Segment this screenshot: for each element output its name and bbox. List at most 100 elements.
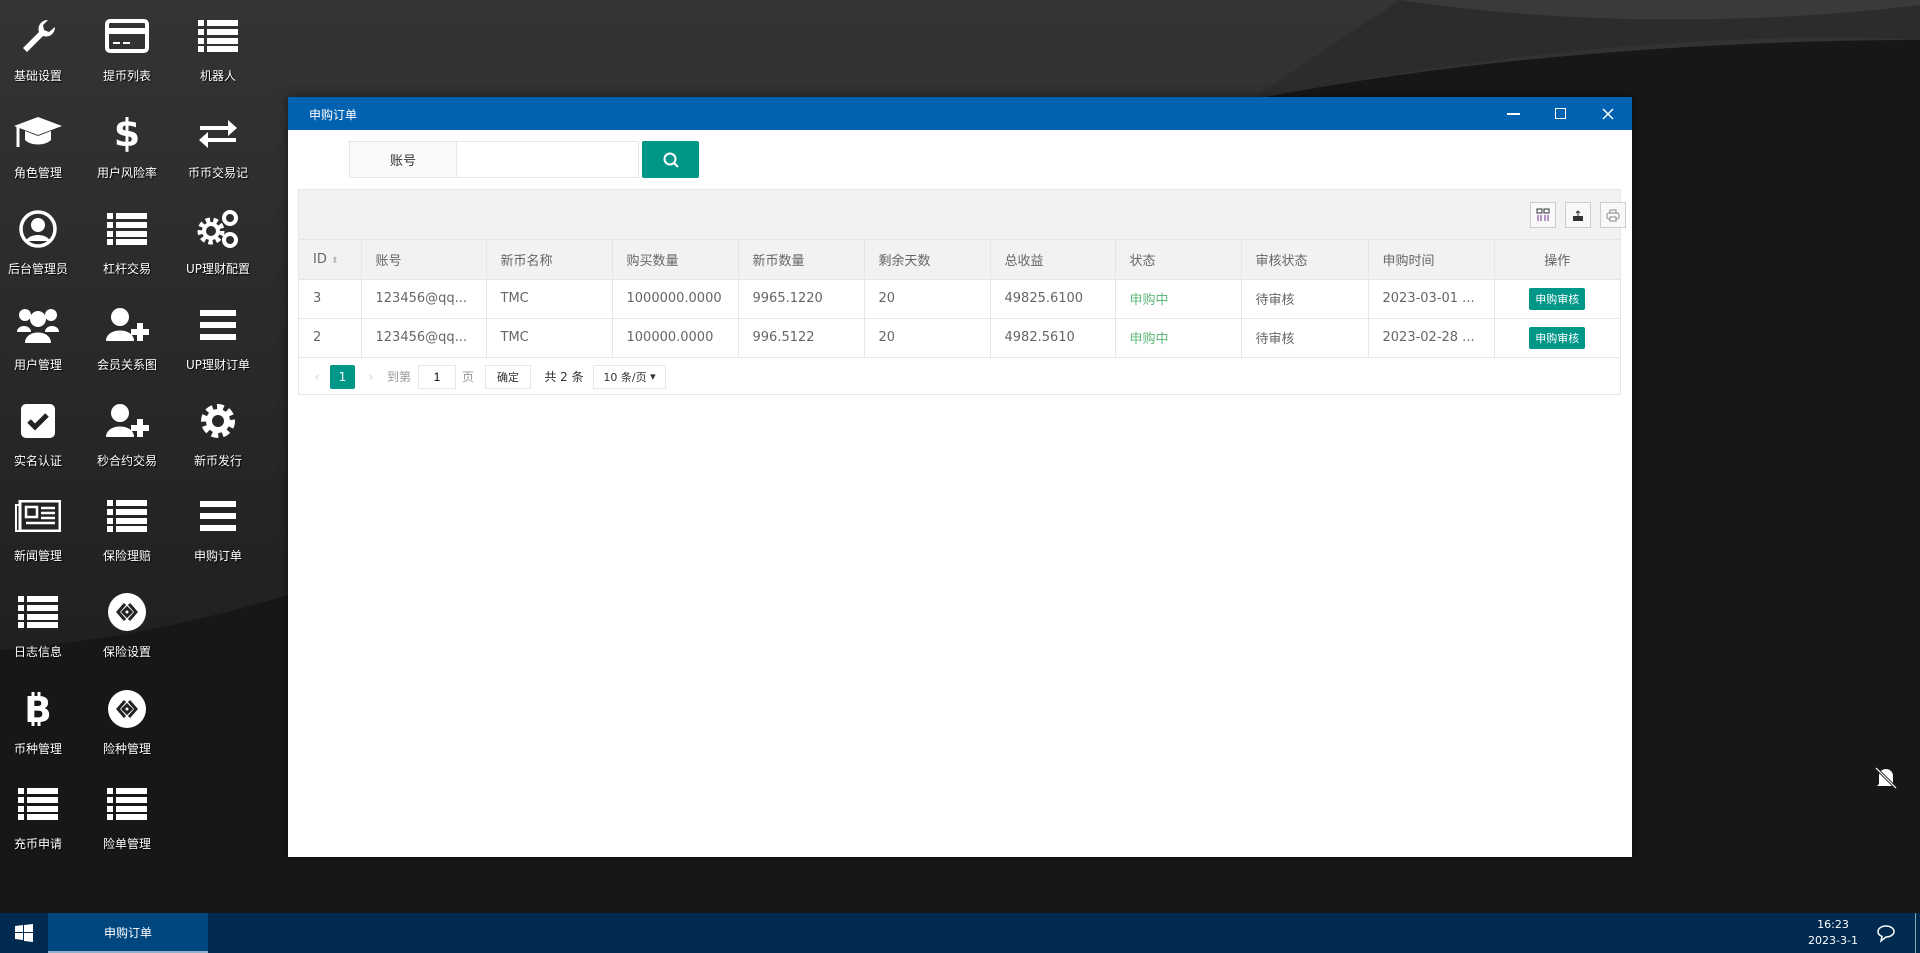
desktop-icon-3[interactable]: 角色管理 — [0, 108, 83, 204]
cell-text: 2 — [313, 330, 322, 345]
cell-text: 4982.5610 — [1004, 330, 1075, 345]
chat-bubble-icon — [1877, 925, 1895, 943]
start-button[interactable] — [0, 913, 48, 953]
desktop-icon-1[interactable]: 提币列表 — [82, 11, 172, 107]
desktop-icon-label: 实名认证 — [13, 454, 62, 468]
graduation-cap-icon — [0, 108, 83, 158]
confirm-page-button[interactable]: 确定 — [485, 364, 531, 389]
desktop-icon-label: 机器人 — [199, 69, 236, 83]
desktop-icon-12[interactable]: 实名认证 — [0, 396, 83, 492]
table-cell: TMC — [486, 279, 613, 319]
next-page-button[interactable]: › — [368, 369, 374, 384]
page-1-button[interactable]: 1 — [330, 364, 355, 389]
windows-icon — [15, 924, 33, 942]
desktop-icon-label: 新币发行 — [193, 454, 242, 468]
bitcoin-icon: B — [0, 684, 83, 734]
desktop-icon-10[interactable]: 会员关系图 — [82, 300, 172, 396]
column-header-label: 购买数量 — [626, 253, 679, 269]
columns-icon — [1536, 208, 1550, 221]
desktop-icon-7[interactable]: 杠杆交易 — [82, 204, 172, 300]
table-cell: 20 — [864, 279, 991, 319]
pagination: ‹ 1 › 到第 页 确定 共 2 条 10 条/页 ▾ — [299, 358, 1620, 396]
desktop-icon-18[interactable]: 日志信息 — [0, 587, 83, 683]
desktop-icon-9[interactable]: 用户管理 — [0, 300, 83, 396]
table-cell: 申购中 — [1115, 318, 1242, 358]
list-icon — [82, 491, 172, 541]
desktop-icon-4[interactable]: $ 用户风险率 — [82, 108, 172, 204]
column-header-label: 申购时间 — [1382, 253, 1435, 269]
desktop-icon-label: 保险理赔 — [102, 549, 151, 563]
subscription-review-button[interactable]: 申购审核 — [1529, 287, 1586, 310]
subscription-review-button[interactable]: 申购审核 — [1529, 326, 1586, 349]
column-header-label: 操作 — [1544, 253, 1571, 269]
desktop-icon-label: 申购订单 — [193, 549, 242, 563]
gear-icon — [173, 396, 263, 446]
table-cell: 申购审核 — [1494, 318, 1620, 358]
clock[interactable]: 16:23 2023-3-1 — [1800, 917, 1866, 949]
desktop-icon-label: 险种管理 — [102, 742, 151, 756]
desktop-icon-20[interactable]: B 币种管理 — [0, 684, 83, 780]
account-search-input[interactable] — [457, 141, 639, 178]
close-button[interactable] — [1588, 97, 1628, 130]
orders-table: ID ⬍ 账号 新币名称 购买数量 新币数量 剩余天数 总收益 状态 审核状态 申购时间 操作 3 1… — [298, 189, 1626, 396]
user-plus-icon — [82, 300, 172, 350]
clock-date: 2023-3-1 — [1808, 934, 1858, 947]
desktop-icon-15[interactable]: 新闻管理 — [0, 491, 83, 587]
clock-time: 16:23 — [1817, 918, 1849, 931]
table-row: 2 123456@qq... TMC 100000.0000 996.5122 20 498… — [299, 318, 1620, 358]
column-header-label: 审核状态 — [1255, 253, 1308, 269]
desktop-icon-23[interactable]: 险单管理 — [82, 779, 172, 875]
column-header[interactable]: ID ⬍ — [299, 240, 362, 280]
export-icon — [1573, 210, 1583, 221]
desktop-icon-11[interactable]: UP理财订单 — [173, 300, 263, 396]
sort-icon[interactable]: ⬍ — [331, 255, 339, 266]
desktop-icon-8[interactable]: UP理财配置 — [173, 204, 263, 300]
desktop-icon-16[interactable]: 保险理赔 — [82, 491, 172, 587]
desktop-icon-14[interactable]: 新币发行 — [173, 396, 263, 492]
cell-text: 1000000.0000 — [626, 291, 722, 306]
desktop-icon-label: UP理财配置 — [185, 262, 251, 276]
cell-text: 49825.6100 — [1004, 291, 1084, 306]
window-titlebar[interactable]: 申购订单 — [288, 97, 1632, 130]
cell-text: 123456@qq... — [375, 291, 468, 306]
desktop-icon-17[interactable]: 申购订单 — [173, 491, 263, 587]
table-toolbar — [299, 190, 1626, 240]
desktop-icon-6[interactable]: 后台管理员 — [0, 204, 83, 300]
export-button[interactable] — [1565, 202, 1591, 228]
search-button[interactable] — [642, 141, 699, 178]
desktop-icon-22[interactable]: 充币申请 — [0, 779, 83, 875]
desktop-icon-13[interactable]: 秒合约交易 — [82, 396, 172, 492]
desktop-icon-5[interactable]: 币币交易记 — [173, 108, 263, 204]
desktop-icon-label: 充币申请 — [13, 837, 62, 851]
desktop-icon-label: 日志信息 — [13, 645, 62, 659]
table-cell: 待审核 — [1241, 318, 1369, 358]
desktop-icon-label: 险单管理 — [102, 837, 151, 851]
notifications-muted-icon[interactable] — [1872, 764, 1900, 796]
task-label: 申购订单 — [103, 925, 152, 940]
page-size-value: 10 条/页 — [603, 370, 647, 384]
desktop-icon-label: 会员关系图 — [96, 358, 157, 372]
page-size-select[interactable]: 10 条/页 ▾ — [593, 364, 666, 389]
desktop-icon-19[interactable]: 保险设置 — [82, 587, 172, 683]
action-center-button[interactable] — [1876, 923, 1896, 947]
desktop-icon-0[interactable]: 基础设置 — [0, 11, 83, 107]
table-cell: 2023-03-01 ... — [1368, 279, 1495, 319]
goto-label: 到第 — [386, 370, 411, 384]
goto-page-input[interactable] — [418, 364, 456, 389]
column-header-label: 总收益 — [1004, 253, 1044, 269]
desktop-icon-2[interactable]: 机器人 — [173, 11, 263, 107]
taskbar-task-subscription-order[interactable]: 申购订单 — [48, 913, 208, 953]
print-button[interactable] — [1600, 202, 1626, 228]
maximize-button[interactable] — [1540, 97, 1580, 130]
user-plus-icon — [82, 396, 172, 446]
desktop-icon-21[interactable]: 险种管理 — [82, 684, 172, 780]
table-cell: 1000000.0000 — [612, 279, 739, 319]
minimize-button[interactable] — [1493, 97, 1533, 130]
prev-page-button[interactable]: ‹ — [314, 369, 320, 384]
exchange-icon — [173, 108, 263, 158]
columns-filter-button[interactable] — [1530, 202, 1556, 228]
desktop-icon-label: 保险设置 — [102, 645, 151, 659]
column-header: 新币名称 — [486, 240, 613, 280]
table-cell: 123456@qq... — [361, 318, 487, 358]
table-cell: 2023-02-28 ... — [1368, 318, 1495, 358]
